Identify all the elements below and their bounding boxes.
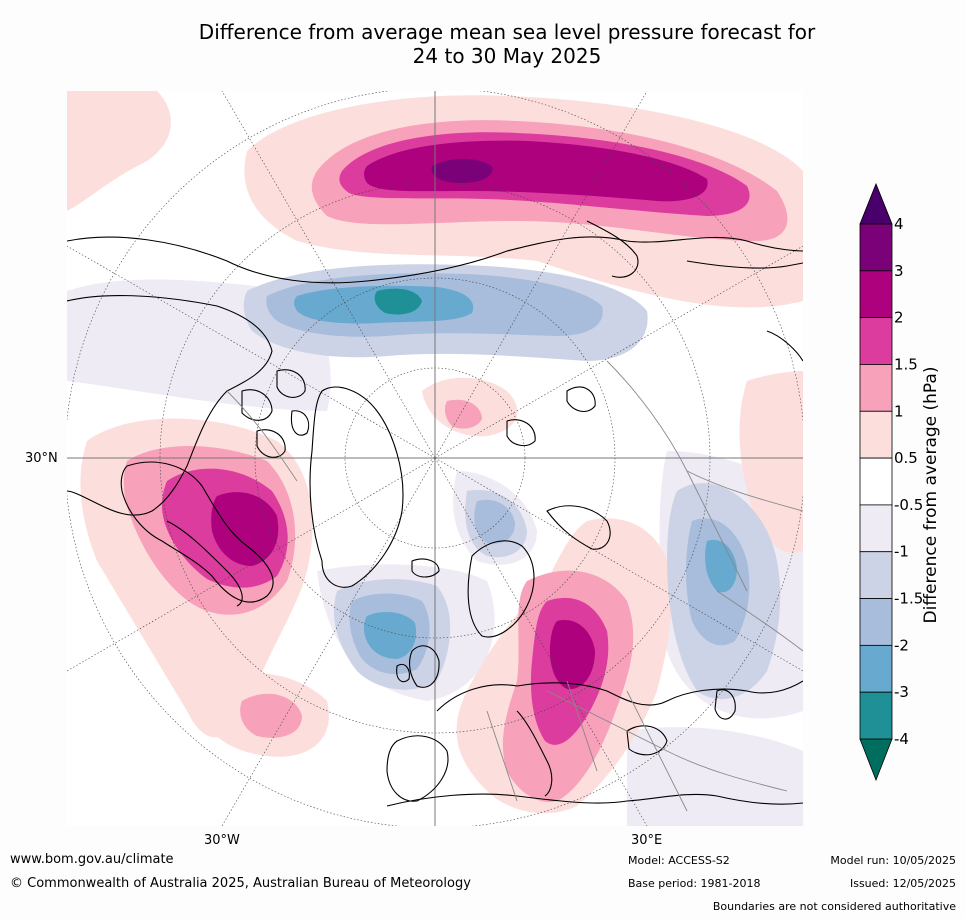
colorbar-swatch-3_4 bbox=[859, 223, 893, 272]
colorbar-extend-high bbox=[859, 182, 893, 225]
colorbar-tick-label: -0.5 bbox=[894, 496, 923, 514]
colorbar-tick-label: -1.5 bbox=[894, 590, 923, 608]
model-run-text: Model run: 10/05/2025 bbox=[830, 854, 956, 867]
lon-30w-label: 30°W bbox=[204, 833, 240, 848]
colorbar-swatch--1_-0.5 bbox=[859, 504, 893, 553]
colorbar-swatch--4_-3 bbox=[859, 691, 893, 740]
colorbar-swatch--1.5_-1 bbox=[859, 551, 893, 599]
colorbar-tick-label: -2 bbox=[894, 636, 909, 654]
lat-30n-label: 30°N bbox=[25, 451, 58, 466]
issued-text: Issued: 12/05/2025 bbox=[849, 877, 956, 890]
colorbar-swatch--3_-2 bbox=[859, 644, 893, 693]
title-line-1: Difference from average mean sea level p… bbox=[198, 20, 816, 44]
colorbar-tick-label: -3 bbox=[894, 683, 909, 701]
colorbar-extend-low bbox=[859, 738, 893, 782]
colorbar-tick-label: 0.5 bbox=[894, 449, 918, 467]
colorbar-tick-label: 2 bbox=[894, 309, 904, 327]
colorbar-swatch-0.5_1 bbox=[859, 410, 893, 459]
colorbar-title: Difference from average (hPa) bbox=[921, 366, 941, 624]
title-line-2: 24 to 30 May 2025 bbox=[412, 44, 602, 68]
model-text: Model: ACCESS-S2 bbox=[628, 854, 730, 867]
colorbar-tick-label: 3 bbox=[894, 262, 904, 280]
lon-30e-label: 30°E bbox=[631, 833, 663, 848]
coastlines bbox=[67, 220, 803, 807]
disclaimer-text: Boundaries are not considered authoritat… bbox=[712, 900, 956, 913]
anomaly-minus-three-to-minus-four-region bbox=[374, 288, 422, 315]
colorbar-tick-label: 1 bbox=[894, 402, 904, 420]
website-link[interactable]: www.bom.gov.au/climate bbox=[10, 852, 174, 867]
anomaly-minus-two-to-minus-three-regions bbox=[294, 285, 737, 659]
colorbar-tick-label: -1 bbox=[894, 543, 909, 561]
colorbar-swatch--2_-1.5 bbox=[859, 598, 893, 646]
pressure-anomaly-map bbox=[67, 91, 803, 826]
colorbar-swatch-1.5_2 bbox=[859, 317, 893, 365]
colorbar-swatch--0.5_0.5 bbox=[859, 457, 893, 506]
colorbar-tick-label: -4 bbox=[894, 730, 909, 748]
colorbar-tick-label: 1.5 bbox=[894, 355, 918, 373]
copyright-text: © Commonwealth of Australia 2025, Austra… bbox=[10, 876, 471, 891]
anomaly-two-to-three-regions bbox=[211, 140, 708, 690]
colorbar: 4 3 2 1.5 1 0.5 -0.5 -1 -1.5 -2 -3 -4 bbox=[850, 180, 965, 790]
anomaly-three-to-four-region bbox=[431, 158, 493, 183]
base-period-text: Base period: 1981-2018 bbox=[628, 877, 761, 890]
colorbar-swatch-1_1.5 bbox=[859, 364, 893, 412]
country-borders bbox=[226, 360, 803, 812]
colorbar-swatch-2_3 bbox=[859, 270, 893, 319]
map-title: Difference from average mean sea level p… bbox=[0, 20, 965, 68]
colorbar-tick-label: 4 bbox=[894, 215, 904, 233]
